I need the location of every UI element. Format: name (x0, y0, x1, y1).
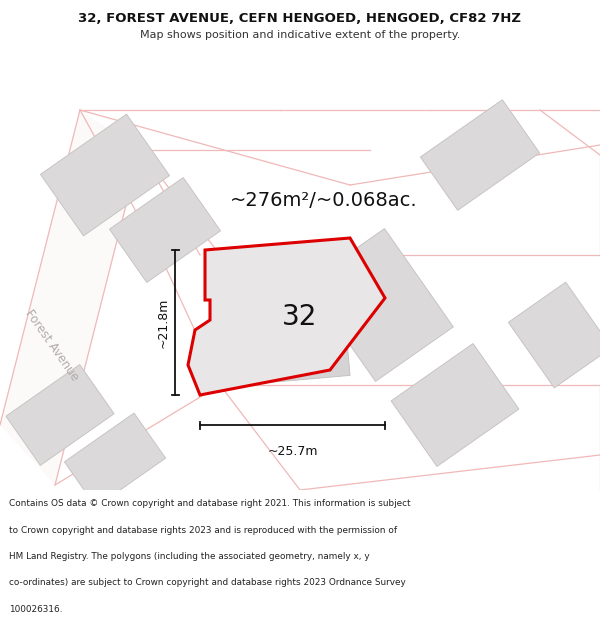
Text: 32, FOREST AVENUE, CEFN HENGOED, HENGOED, CF82 7HZ: 32, FOREST AVENUE, CEFN HENGOED, HENGOED… (79, 12, 521, 25)
Text: Map shows position and indicative extent of the property.: Map shows position and indicative extent… (140, 29, 460, 39)
Polygon shape (0, 110, 140, 485)
Text: 100026316.: 100026316. (9, 605, 62, 614)
Text: 32: 32 (283, 303, 317, 331)
Polygon shape (421, 100, 539, 210)
Polygon shape (391, 344, 519, 466)
Text: Contains OS data © Crown copyright and database right 2021. This information is : Contains OS data © Crown copyright and d… (9, 499, 410, 509)
Polygon shape (307, 229, 454, 381)
Polygon shape (64, 413, 166, 507)
Polygon shape (6, 364, 114, 466)
Text: Forest Avenue: Forest Avenue (23, 307, 82, 383)
Text: ~21.8m: ~21.8m (157, 298, 170, 348)
Text: HM Land Registry. The polygons (including the associated geometry, namely x, y: HM Land Registry. The polygons (includin… (9, 552, 370, 561)
Text: ~276m²/~0.068ac.: ~276m²/~0.068ac. (230, 191, 418, 209)
Polygon shape (109, 177, 221, 282)
Polygon shape (40, 114, 170, 236)
Text: ~25.7m: ~25.7m (267, 445, 318, 458)
Text: to Crown copyright and database rights 2023 and is reproduced with the permissio: to Crown copyright and database rights 2… (9, 526, 397, 535)
Polygon shape (508, 282, 600, 388)
Text: co-ordinates) are subject to Crown copyright and database rights 2023 Ordnance S: co-ordinates) are subject to Crown copyr… (9, 578, 406, 587)
Polygon shape (240, 256, 350, 384)
Polygon shape (188, 238, 385, 395)
